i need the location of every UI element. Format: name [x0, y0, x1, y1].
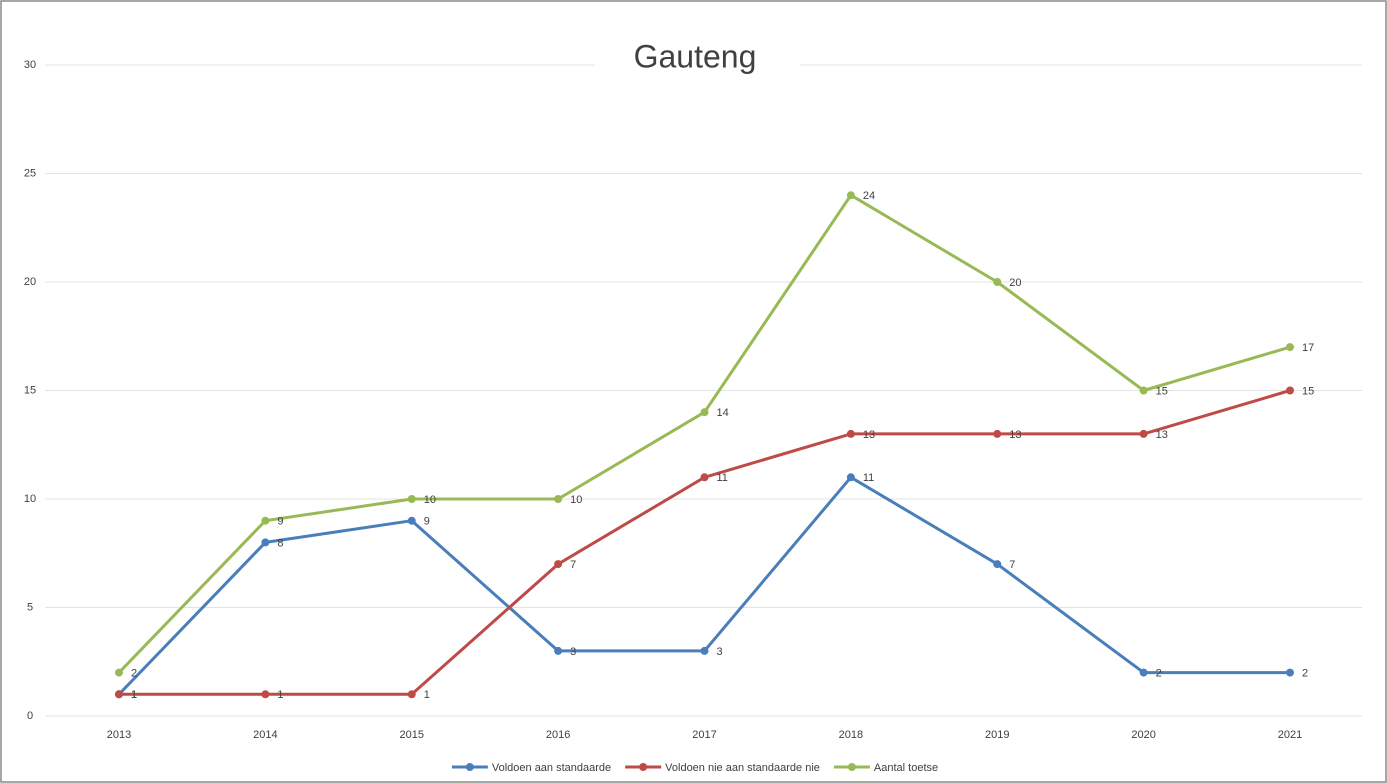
- data-label: 2: [131, 668, 137, 680]
- data-label: 10: [424, 494, 436, 506]
- x-tick-label: 2015: [400, 729, 424, 741]
- data-point: [1286, 668, 1294, 677]
- legend-label: Aantal toetse: [874, 762, 938, 774]
- x-tick-label: 2019: [985, 729, 1009, 741]
- data-label: 17: [1302, 342, 1314, 354]
- x-tick-label: 2014: [253, 729, 277, 741]
- data-label: 9: [277, 516, 283, 528]
- data-point: [261, 690, 270, 699]
- data-point: [1286, 386, 1294, 395]
- data-point: [115, 668, 123, 677]
- data-point: [554, 646, 563, 655]
- legend-label: Voldoen aan standaarde: [492, 762, 611, 774]
- data-label: 7: [1009, 559, 1015, 571]
- data-point: [846, 473, 855, 482]
- data-label: 11: [863, 472, 874, 484]
- data-label: 14: [717, 407, 729, 419]
- legend-label: Voldoen nie aan standaarde nie: [665, 762, 820, 774]
- x-tick-label: 2017: [692, 729, 716, 741]
- x-tick-label: 2018: [839, 729, 863, 741]
- data-point: [700, 646, 709, 655]
- data-label: 8: [277, 537, 283, 549]
- data-point: [407, 690, 416, 699]
- legend-swatch-marker: [639, 763, 648, 771]
- data-label: 9: [424, 516, 430, 528]
- x-tick-label: 2020: [1131, 729, 1155, 741]
- legend-item: Voldoen nie aan standaarde nie: [625, 762, 820, 774]
- x-tick-label: 2013: [107, 729, 131, 741]
- x-tick-label: 2021: [1278, 729, 1302, 741]
- y-tick-label: 30: [24, 59, 36, 71]
- data-point: [407, 495, 416, 503]
- y-tick-label: 20: [24, 276, 36, 288]
- y-tick-label: 10: [24, 493, 36, 505]
- y-tick-label: 15: [24, 384, 36, 396]
- data-label: 2: [1156, 668, 1162, 680]
- data-point: [261, 516, 270, 525]
- legend-item: Voldoen aan standaarde: [451, 762, 611, 774]
- title-background: [595, 38, 800, 82]
- data-point: [554, 495, 563, 503]
- data-label: 15: [1156, 385, 1168, 397]
- data-point: [846, 191, 855, 200]
- data-point: [700, 408, 709, 417]
- data-point: [115, 690, 123, 699]
- data-label: 13: [1156, 429, 1168, 441]
- grid: [45, 64, 1362, 717]
- y-tick-label: 25: [24, 167, 36, 179]
- data-label: 1: [424, 689, 430, 701]
- data-point: [846, 429, 855, 438]
- y-tick-label: 5: [27, 601, 33, 613]
- data-point: [993, 278, 1002, 286]
- data-point: [261, 538, 270, 547]
- data-label: 11: [717, 472, 728, 484]
- data-label: 1: [131, 689, 137, 701]
- data-label: 20: [1009, 277, 1021, 289]
- data-label: 7: [570, 559, 576, 571]
- data-label: 2: [1302, 668, 1308, 680]
- data-point: [1139, 386, 1148, 395]
- data-point: [993, 429, 1002, 438]
- legend-item: Aantal toetse: [833, 762, 938, 774]
- data-point: [407, 516, 416, 525]
- data-label: 1: [277, 689, 283, 701]
- data-label: 13: [863, 429, 875, 441]
- legend: Voldoen aan standaarde Voldoen nie aan st…: [451, 762, 938, 774]
- data-point: [1139, 429, 1148, 438]
- data-label: 13: [1009, 429, 1021, 441]
- data-label: 10: [570, 494, 582, 506]
- data-point: [1286, 343, 1294, 352]
- chart-title: Gauteng: [634, 38, 757, 74]
- data-point: [993, 560, 1002, 569]
- legend-swatch-marker: [465, 763, 474, 771]
- legend-swatch-marker: [847, 763, 856, 771]
- data-point: [554, 560, 563, 569]
- data-point: [700, 473, 709, 482]
- data-label: 15: [1302, 385, 1314, 397]
- y-tick-label: 0: [27, 710, 33, 722]
- data-label: 3: [570, 646, 576, 658]
- data-point: [1139, 668, 1148, 677]
- x-tick-label: 2016: [546, 729, 570, 741]
- data-label: 3: [717, 646, 723, 658]
- data-label: 24: [863, 190, 875, 202]
